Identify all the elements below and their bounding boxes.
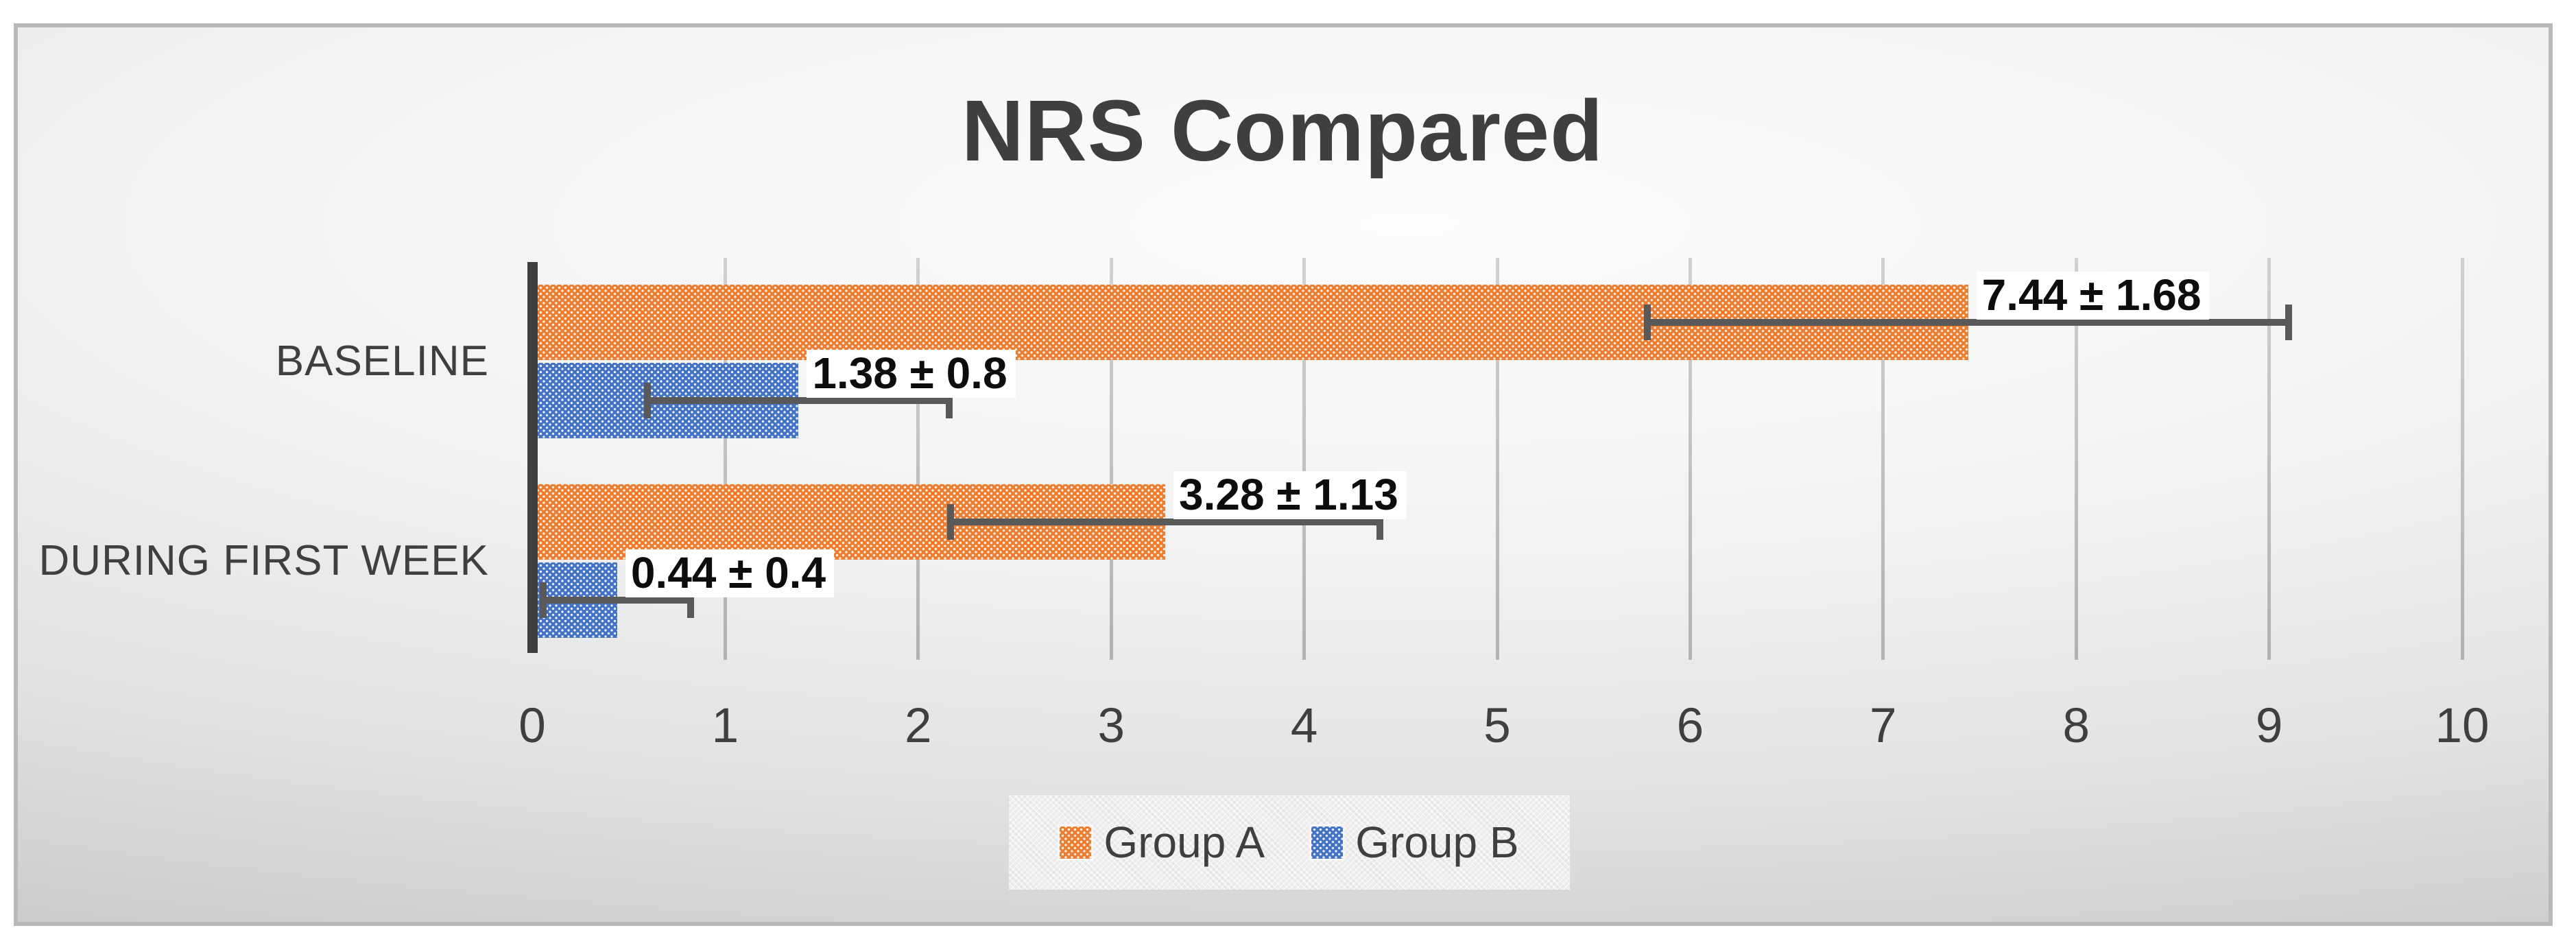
error-bar-group-a-during-first-week — [947, 504, 1383, 540]
x-tick-label-8: 8 — [2062, 699, 2090, 753]
x-tick-label-1: 1 — [711, 699, 739, 753]
gridline-10 — [2460, 258, 2464, 660]
gridline-5 — [1495, 258, 1499, 660]
gridline-3 — [1109, 258, 1113, 660]
category-label-baseline: BASELINE — [275, 337, 489, 385]
x-tick-label-0: 0 — [518, 699, 546, 753]
legend-label-group-b: Group B — [1355, 818, 1519, 867]
group-b-swatch-icon — [1311, 826, 1344, 859]
legend-entry-group-a: Group A — [1060, 818, 1265, 866]
gridline-8 — [2074, 258, 2078, 660]
chart-title: NRS Compared — [961, 82, 1604, 179]
category-label-during-first-week: DURING FIRST WEEK — [38, 537, 489, 584]
x-tick-label-9: 9 — [2255, 699, 2283, 753]
legend: Group A Group B — [1008, 794, 1571, 890]
x-tick-label-6: 6 — [1676, 699, 1704, 753]
group-a-swatch-icon — [1060, 826, 1092, 859]
category-axis-line — [527, 262, 538, 653]
gridline-4 — [1302, 258, 1307, 660]
data-label-group-a-during-first-week: 3.28 ± 1.13 — [1173, 471, 1407, 519]
data-label-group-b-during-first-week: 0.44 ± 0.4 — [625, 549, 835, 597]
data-label-group-b-baseline: 1.38 ± 0.8 — [807, 350, 1016, 398]
error-bar-group-a-baseline — [1643, 305, 2293, 340]
gridline-9 — [2267, 258, 2271, 660]
gridline-7 — [1881, 258, 1885, 660]
x-tick-label-7: 7 — [1870, 699, 1897, 753]
gridline-6 — [1688, 258, 1692, 660]
error-bar-group-b-baseline — [644, 383, 953, 418]
x-tick-label-3: 3 — [1097, 699, 1125, 753]
x-tick-label-5: 5 — [1483, 699, 1511, 753]
legend-entry-group-b: Group B — [1311, 818, 1519, 867]
data-label-group-a-baseline: 7.44 ± 1.68 — [1976, 272, 2210, 320]
x-tick-label-4: 4 — [1290, 699, 1318, 753]
error-bar-group-b-during-first-week — [540, 582, 695, 618]
x-tick-label-2: 2 — [905, 699, 932, 753]
gridline-1 — [723, 258, 727, 660]
gridline-2 — [916, 258, 920, 660]
legend-label-group-a: Group A — [1104, 818, 1265, 867]
x-tick-label-10: 10 — [2435, 699, 2490, 753]
